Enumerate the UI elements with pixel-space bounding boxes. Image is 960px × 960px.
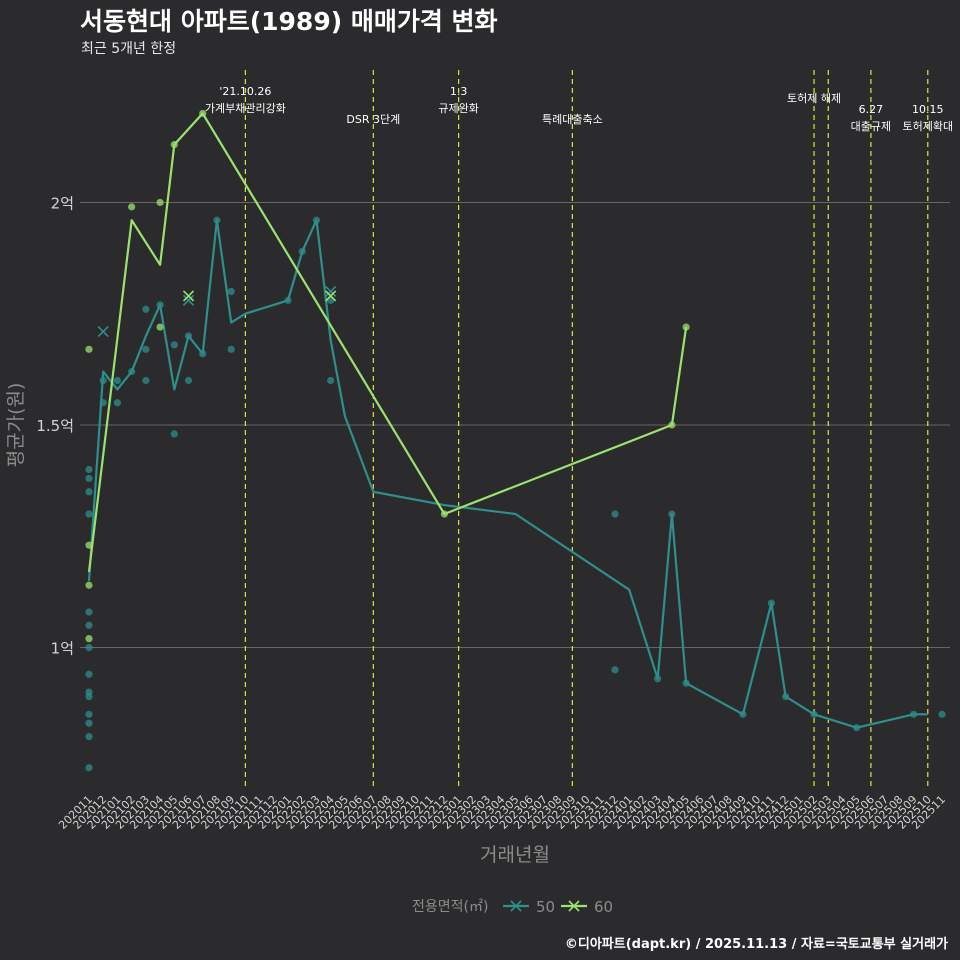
data-point-60 — [85, 635, 93, 643]
data-point-50 — [611, 510, 619, 518]
data-point-50 — [128, 367, 136, 376]
data-point-60 — [156, 323, 164, 331]
event-label: DSR 3단계 — [346, 113, 400, 126]
data-point-50 — [312, 216, 321, 224]
data-point-50 — [85, 621, 93, 629]
data-point-50 — [113, 376, 122, 385]
cancelled-mark-50 — [182, 294, 195, 306]
legend-title: 전용면적(㎡) — [412, 899, 488, 915]
data-point-50 — [113, 399, 122, 407]
data-point-50 — [184, 332, 193, 340]
event-label: 1.3 — [450, 85, 468, 98]
chart-subtitle: 최근 5개년 한정 — [81, 41, 177, 57]
data-point-60 — [668, 421, 676, 429]
data-point-50 — [85, 710, 93, 718]
data-point-50 — [142, 305, 150, 313]
chart-title: 서동현대 아파트(1989) 매매가격 변화 — [80, 7, 498, 36]
data-point-50 — [170, 341, 178, 349]
data-point-50 — [85, 488, 93, 496]
data-point-50 — [284, 296, 292, 304]
series-line-60 — [87, 112, 688, 573]
data-point-50 — [85, 465, 93, 474]
data-point-50 — [227, 345, 235, 353]
data-point-50 — [85, 764, 93, 772]
event-label: 규제완화 — [438, 102, 478, 115]
cancelled-mark-60 — [325, 290, 337, 302]
axes: 1억1.5억2억20201120201220210120210220210320… — [5, 194, 948, 866]
y-tick-label: 2억 — [51, 194, 74, 212]
data-point-50 — [668, 510, 676, 518]
data-point-60 — [85, 581, 93, 589]
legend: 전용면적(㎡) 50 60 — [412, 898, 613, 916]
data-point-60 — [440, 510, 449, 518]
data-point-60 — [156, 198, 164, 207]
event-label: 대출규제 — [851, 120, 891, 133]
cancelled-mark-50 — [97, 325, 109, 338]
data-point-50 — [611, 666, 619, 674]
data-point-50 — [184, 376, 193, 385]
data-point-50 — [85, 608, 93, 616]
gridlines — [80, 201, 950, 649]
data-point-50 — [199, 350, 207, 358]
data-point-60 — [170, 140, 178, 149]
data-point-50 — [853, 724, 861, 732]
data-point-50 — [327, 376, 335, 385]
event-label: 6.27 — [859, 103, 884, 116]
data-point-50 — [909, 710, 918, 718]
data-point-50 — [85, 692, 93, 701]
y-axis-title: 평균가(원) — [5, 383, 27, 468]
event-label: 토허제확대 — [902, 120, 953, 133]
series-layer — [85, 109, 946, 772]
data-point-50 — [739, 710, 747, 718]
data-point-50 — [99, 376, 107, 385]
data-point-50 — [156, 301, 164, 309]
data-point-50 — [810, 710, 818, 718]
data-point-50 — [170, 430, 178, 438]
data-point-60 — [682, 323, 690, 331]
data-point-50 — [85, 510, 93, 518]
data-point-50 — [85, 732, 93, 741]
data-point-50 — [142, 376, 150, 385]
y-tick-label: 1.5억 — [36, 417, 74, 435]
event-label: 토허제 해제 — [787, 91, 841, 105]
data-point-60 — [85, 345, 93, 353]
event-label: 가계부채관리강화 — [205, 102, 286, 115]
y-tick-label: 1억 — [51, 640, 74, 658]
legend-label-60: 60 — [594, 898, 613, 916]
legend-label-50: 50 — [536, 898, 555, 916]
data-point-50 — [654, 675, 662, 683]
cancelled-mark-60 — [182, 290, 195, 302]
event-label: '21.10.26 — [219, 85, 271, 98]
data-point-50 — [767, 599, 776, 607]
event-label: 특례대출축소 — [542, 113, 603, 126]
data-point-50 — [85, 643, 93, 652]
source-caption: ©디아파트(dapt.kr) / 2025.11.13 / 자료=국토교통부 실… — [564, 937, 948, 952]
cancelled-mark-50 — [325, 285, 337, 298]
data-point-50 — [85, 474, 93, 483]
x-axis-title: 거래년월 — [480, 844, 550, 866]
data-point-50 — [99, 399, 107, 407]
data-point-60 — [85, 541, 93, 549]
data-point-50 — [213, 216, 221, 224]
data-point-50 — [782, 692, 790, 701]
legend-key-mark-50 — [510, 900, 522, 912]
data-point-50 — [85, 719, 93, 727]
data-point-60 — [199, 109, 207, 118]
data-point-50 — [938, 710, 946, 718]
series-line-50 — [87, 219, 928, 729]
data-point-50 — [682, 679, 690, 687]
data-point-50 — [142, 345, 150, 353]
event-label: 10.15 — [912, 103, 944, 116]
data-point-50 — [227, 287, 235, 296]
data-point-50 — [298, 247, 306, 256]
legend-key-mark-60 — [568, 900, 580, 912]
data-point-50 — [85, 670, 93, 678]
data-point-60 — [128, 203, 136, 211]
